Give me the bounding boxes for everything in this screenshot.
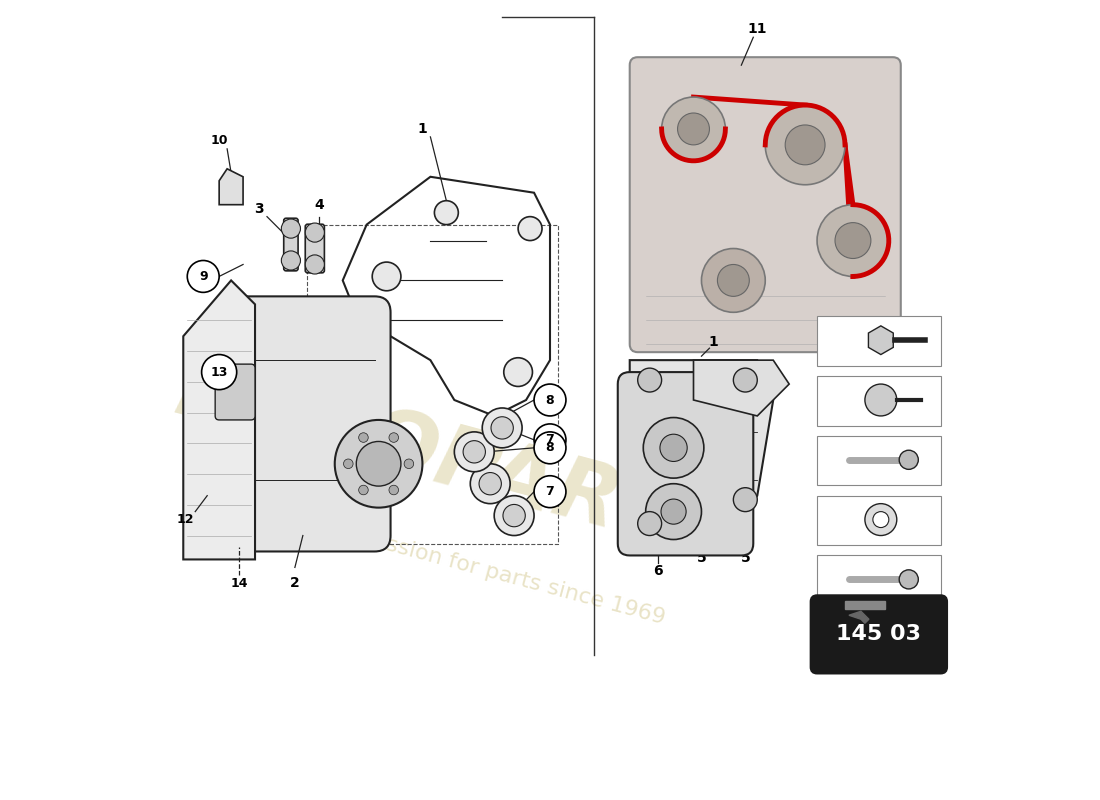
Circle shape — [471, 464, 510, 504]
Text: EUROPARTS: EUROPARTS — [166, 350, 742, 578]
Text: 8: 8 — [546, 442, 554, 454]
Circle shape — [463, 441, 485, 463]
Text: 9: 9 — [821, 454, 829, 466]
Text: 8: 8 — [821, 513, 829, 526]
FancyBboxPatch shape — [817, 316, 940, 366]
Circle shape — [702, 249, 766, 312]
Polygon shape — [219, 169, 243, 205]
Text: 1: 1 — [418, 122, 427, 136]
Polygon shape — [845, 601, 884, 609]
Circle shape — [491, 417, 514, 439]
FancyBboxPatch shape — [817, 555, 940, 605]
Text: a passion for parts since 1969: a passion for parts since 1969 — [337, 522, 668, 629]
Text: 7: 7 — [821, 573, 829, 586]
Circle shape — [478, 473, 502, 495]
Text: 5: 5 — [740, 551, 750, 565]
Circle shape — [494, 496, 535, 535]
Text: 13: 13 — [816, 394, 834, 406]
Polygon shape — [849, 611, 869, 623]
Circle shape — [282, 219, 300, 238]
Circle shape — [865, 384, 896, 416]
FancyBboxPatch shape — [216, 296, 390, 551]
FancyBboxPatch shape — [216, 364, 255, 420]
Circle shape — [899, 570, 918, 589]
Polygon shape — [629, 360, 773, 543]
Text: 2: 2 — [290, 576, 300, 590]
Polygon shape — [693, 360, 789, 416]
Circle shape — [535, 384, 565, 416]
Circle shape — [434, 201, 459, 225]
Circle shape — [201, 354, 236, 390]
Text: 12: 12 — [176, 513, 194, 526]
Circle shape — [482, 408, 522, 448]
Text: 10: 10 — [210, 134, 228, 147]
Circle shape — [404, 459, 414, 469]
Text: 7: 7 — [546, 485, 554, 498]
FancyBboxPatch shape — [284, 218, 298, 271]
Text: 1: 1 — [708, 335, 718, 349]
Text: 4: 4 — [314, 198, 323, 212]
Circle shape — [454, 432, 494, 472]
Circle shape — [306, 223, 324, 242]
Circle shape — [638, 368, 661, 392]
Text: 5: 5 — [696, 551, 706, 565]
Circle shape — [899, 450, 918, 470]
Circle shape — [535, 432, 565, 464]
FancyBboxPatch shape — [629, 57, 901, 352]
FancyBboxPatch shape — [817, 376, 940, 426]
Circle shape — [389, 486, 398, 494]
Text: 145 03: 145 03 — [836, 624, 921, 644]
Circle shape — [734, 488, 757, 512]
Circle shape — [835, 222, 871, 258]
FancyBboxPatch shape — [811, 595, 947, 674]
Circle shape — [661, 97, 725, 161]
Circle shape — [306, 255, 324, 274]
Circle shape — [282, 251, 300, 270]
Circle shape — [644, 418, 704, 478]
Text: 3: 3 — [254, 202, 264, 216]
Circle shape — [873, 512, 889, 527]
Circle shape — [187, 261, 219, 292]
Text: 6: 6 — [652, 565, 662, 578]
Circle shape — [359, 486, 369, 494]
Circle shape — [734, 368, 757, 392]
Circle shape — [535, 476, 565, 508]
Text: 13: 13 — [210, 366, 228, 378]
Circle shape — [678, 113, 710, 145]
Circle shape — [343, 459, 353, 469]
Circle shape — [535, 424, 565, 456]
Circle shape — [334, 420, 422, 508]
Text: 7: 7 — [546, 434, 554, 446]
Circle shape — [504, 358, 532, 386]
Circle shape — [638, 512, 661, 535]
Circle shape — [518, 217, 542, 241]
Circle shape — [356, 442, 400, 486]
Text: 11: 11 — [748, 22, 767, 36]
FancyBboxPatch shape — [306, 224, 324, 273]
FancyBboxPatch shape — [817, 496, 940, 545]
Circle shape — [661, 499, 686, 524]
Circle shape — [359, 433, 369, 442]
Circle shape — [865, 504, 896, 535]
Text: 9: 9 — [199, 270, 208, 283]
Circle shape — [372, 262, 400, 290]
Circle shape — [785, 125, 825, 165]
Circle shape — [646, 484, 702, 539]
Circle shape — [389, 433, 398, 442]
Text: 14: 14 — [230, 577, 248, 590]
Circle shape — [766, 105, 845, 185]
Polygon shape — [184, 281, 255, 559]
FancyBboxPatch shape — [618, 372, 754, 555]
Circle shape — [660, 434, 688, 462]
Circle shape — [503, 505, 526, 526]
Circle shape — [817, 205, 889, 277]
Circle shape — [717, 265, 749, 296]
Text: 14: 14 — [816, 334, 834, 346]
Text: 8: 8 — [546, 394, 554, 406]
FancyBboxPatch shape — [817, 436, 940, 486]
